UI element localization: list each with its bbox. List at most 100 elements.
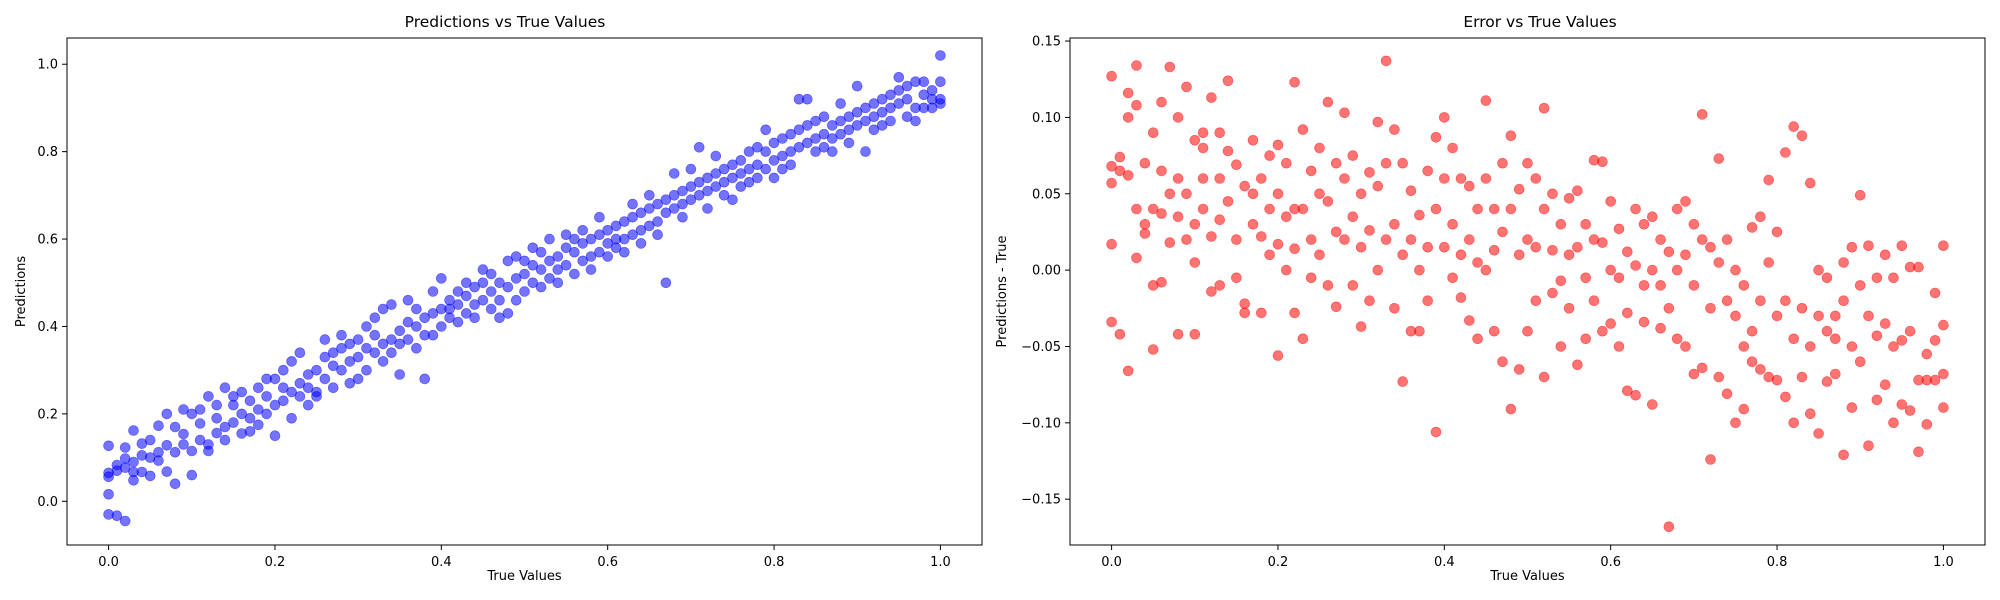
chart-1-point [252,419,264,431]
chart-1-point [452,316,464,328]
chart-1-point [485,303,497,315]
chart-2-point [1755,211,1766,222]
chart-2-point [1572,185,1583,196]
chart-1-point [203,445,214,457]
chart-2-point [1422,165,1433,177]
chart-1-point [535,281,547,293]
chart-1-point [735,168,747,179]
chart-2-point [1630,203,1641,215]
chart-2-point [1247,135,1259,146]
chart-2-point [1921,419,1933,430]
chart-1-point [801,137,813,149]
chart-2-point [1505,203,1517,215]
chart-1-point [144,434,156,446]
chart-2-point [1721,295,1733,307]
chart-1-point [876,107,888,118]
chart-2-point [1863,440,1874,452]
chart-1-point [128,474,139,486]
chart-1-point [419,373,431,385]
chart-2-y-tick-label: −0.10 [1021,416,1061,431]
chart-1-point [194,418,206,429]
chart-1-point [211,399,222,411]
chart-1-point [843,111,855,122]
chart-2-point [1838,449,1849,461]
chart-1-point [577,238,589,249]
chart-1-point [377,356,389,367]
chart-2-point [1139,228,1151,239]
chart-2-point [1921,348,1933,360]
chart-2-point [1547,245,1558,256]
chart-2-point [1530,295,1542,307]
chart-2-point [1181,81,1192,93]
chart-2-point [1513,364,1525,375]
chart-1-point [477,277,489,289]
chart-1-point [336,364,347,376]
chart-1-point [153,420,164,432]
chart-1-point [885,89,896,101]
chart-2-point [1472,333,1483,345]
chart-1-point [560,242,572,254]
chart-2-point [1405,185,1417,196]
chart-2-point [1580,219,1591,230]
chart-1-point [835,128,846,140]
chart-1-point [594,246,605,258]
chart-2-point [1114,151,1126,163]
chart-2-point [1746,356,1758,368]
chart-1-point [693,142,705,153]
chart-1-point [660,207,672,219]
chart-2-point [1572,241,1583,253]
chart-1-point [319,334,331,345]
chart-2-point [1780,391,1791,403]
chart-1-y-tick-label: 1.0 [37,58,58,73]
chart-2-point [1730,417,1741,429]
chart-2-point [1314,142,1325,154]
chart-1-point [169,446,181,458]
chart-1-point [186,408,198,420]
chart-1-point [668,168,680,179]
chart-2-point [1305,272,1317,284]
chart-1-point [352,334,364,345]
chart-1-point [452,299,464,310]
chart-1-point [527,242,539,254]
chart-1-point [635,225,647,236]
chart-2-point [1239,180,1250,192]
chart-2-point [1663,246,1675,258]
chart-2-point [1264,203,1275,215]
chart-2-point [1696,109,1708,120]
chart-2-point [1156,165,1167,177]
chart-2-point [1114,165,1126,177]
chart-1-point [643,190,655,201]
chart-2-y-tick-label: 0.05 [1032,187,1061,202]
chart-2-point [1821,325,1833,337]
chart-1-point [910,115,921,127]
chart-2-point [1380,157,1392,169]
chart-1-point [344,356,356,367]
chart-1-point [569,246,580,258]
chart-2-point [1397,376,1408,387]
chart-2-point [1414,264,1425,276]
chart-2-point [1330,226,1342,238]
chart-2-point [1830,368,1841,380]
chart-2-point [1863,240,1874,251]
chart-2-point [1272,139,1284,151]
chart-2-point [1705,302,1716,314]
chart-1-point [302,382,314,394]
chart-2-point [1464,234,1475,245]
chart-1-point [760,124,772,136]
chart-2-x-tick-label: 1.0 [1933,555,1954,570]
chart-2-point [1214,280,1225,291]
chart-2-point [1788,121,1799,132]
chart-1-point [161,439,173,451]
chart-1-point [901,111,913,122]
chart-2-point [1746,325,1758,337]
chart-2-point [1871,394,1883,406]
chart-2-point [1131,60,1142,71]
chart-1-point [743,176,755,188]
chart-1-point [860,102,871,114]
chart-2-point [1222,75,1234,87]
chart-1-point [752,142,763,153]
chart-1-point [502,255,514,267]
chart-2-point [1688,219,1700,230]
chart-1-point [643,220,655,232]
